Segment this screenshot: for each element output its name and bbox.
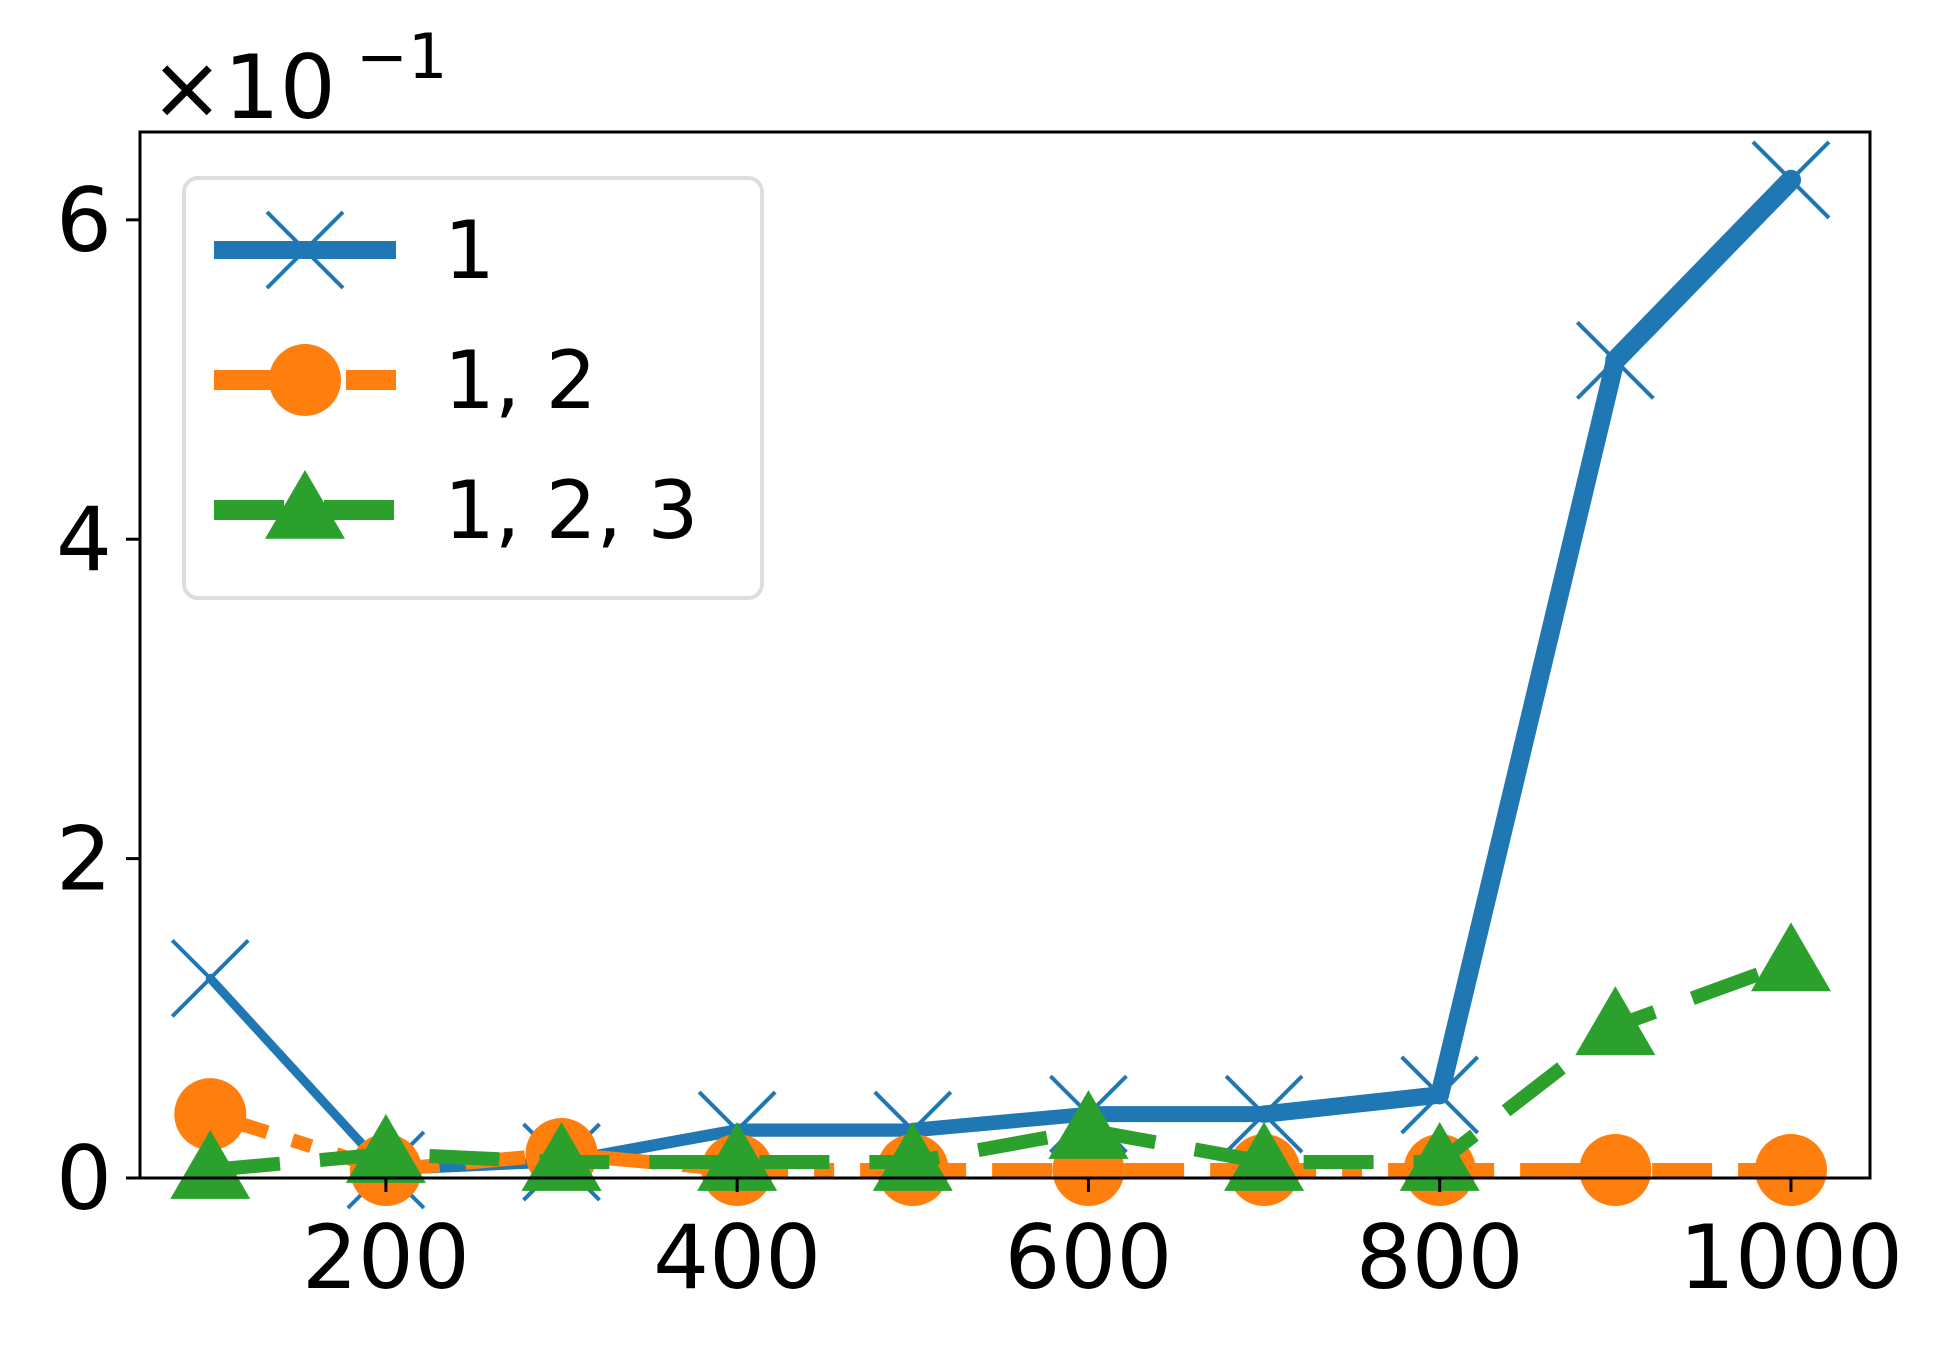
series-line-segment	[1255, 1086, 1449, 1123]
data-point	[1400, 1055, 1480, 1135]
data-point	[521, 1122, 602, 1191]
y-tick-label: 6	[56, 169, 112, 272]
data-point	[170, 938, 250, 1018]
x-axis: 200 400 600 800 1000	[302, 1178, 1903, 1309]
data-point	[872, 1122, 953, 1191]
data-point	[1575, 986, 1656, 1056]
data-point-stroke	[1224, 1074, 1304, 1154]
multiplier-base: ×10	[150, 36, 336, 139]
series-line-segment	[1430, 350, 1625, 1105]
x-tick-label: 1000	[1679, 1206, 1903, 1309]
data-point	[1399, 1122, 1480, 1191]
data-point	[1224, 1122, 1305, 1191]
data-point-stroke	[1400, 1055, 1480, 1135]
y-tick-label: 0	[56, 1127, 112, 1230]
x-tick-label: 400	[653, 1206, 821, 1309]
data-point	[1224, 1074, 1304, 1154]
data-point	[1750, 922, 1831, 992]
legend-marker-2	[269, 344, 341, 416]
data-point-stroke	[1575, 320, 1655, 400]
data-point-stroke	[170, 938, 250, 1018]
legend-label-2: 1, 2	[444, 334, 597, 427]
legend-label-3: 1, 2, 3	[444, 464, 698, 557]
legend-marker-1	[265, 210, 345, 290]
data-point	[1754, 1134, 1827, 1207]
legend-marker-3	[265, 470, 345, 539]
series-line-segment	[905, 1106, 1096, 1138]
data-point	[697, 1122, 778, 1191]
data-point	[174, 1078, 247, 1151]
y-axis: 0 2 4 6	[56, 169, 140, 1230]
data-point	[1575, 320, 1655, 400]
x-tick-label: 200	[302, 1206, 470, 1309]
series-line	[209, 955, 1794, 1177]
legend-frame	[182, 176, 764, 600]
x-tick-label: 600	[1004, 1206, 1172, 1309]
axes-frame	[138, 130, 1872, 1180]
y-tick-label: 4	[56, 488, 112, 591]
y-axis-multiplier: ×10 −1	[150, 20, 447, 139]
data-point	[1048, 1090, 1129, 1159]
series-layer	[170, 140, 1831, 1210]
legend-label-1: 1	[444, 204, 495, 297]
data-point	[345, 1114, 426, 1183]
y-tick-label: 2	[56, 808, 112, 911]
data-point	[1579, 1134, 1652, 1207]
series-3	[170, 922, 1831, 1199]
legend-marker-1-stroke	[265, 210, 345, 290]
legend: 1 1, 2 1, 2, 3	[182, 176, 764, 600]
data-point-stroke	[1751, 140, 1831, 220]
x-tick-label: 800	[1356, 1206, 1524, 1309]
data-point	[1751, 140, 1831, 220]
multiplier-exponent: −1	[356, 20, 447, 93]
data-point	[170, 1130, 251, 1199]
